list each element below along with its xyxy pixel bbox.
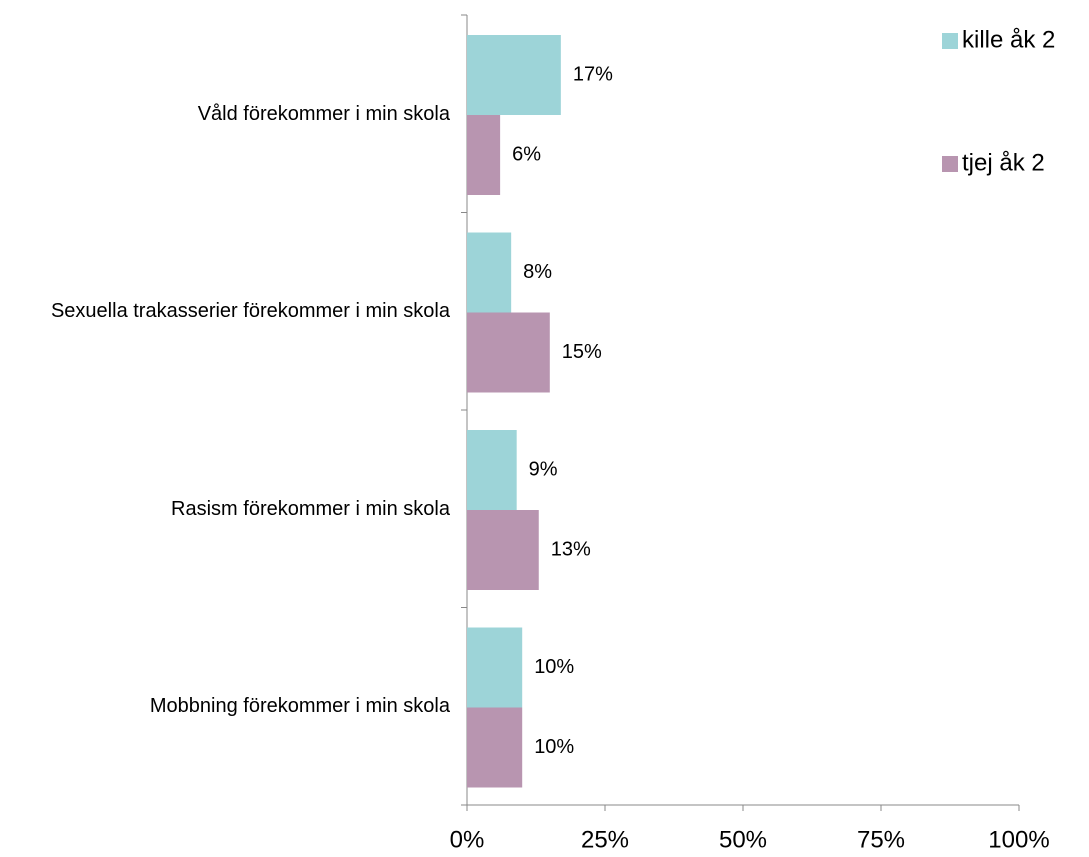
category-label: Rasism förekommer i min skola bbox=[171, 497, 450, 520]
category-label-box: Rasism förekommer i min skola bbox=[0, 410, 450, 608]
legend-label: tjej åk 2 bbox=[962, 149, 1045, 176]
bar bbox=[467, 115, 501, 195]
category-label: Mobbning förekommer i min skola bbox=[149, 695, 450, 718]
bar bbox=[467, 35, 561, 115]
category-label-box: Sexuella trakasserier förekommer i min s… bbox=[0, 213, 450, 411]
category-label: Sexuella trakasserier förekommer i min s… bbox=[50, 300, 450, 323]
value-label: 9% bbox=[529, 458, 558, 480]
bar bbox=[467, 627, 523, 708]
x-tick-label: 50% bbox=[719, 826, 767, 853]
value-label: 6% bbox=[512, 143, 541, 165]
x-tick-label: 75% bbox=[857, 826, 905, 853]
bar bbox=[467, 510, 539, 590]
category-label-box: Mobbning förekommer i min skola bbox=[0, 608, 450, 806]
bar bbox=[467, 430, 517, 510]
value-label: 10% bbox=[534, 656, 574, 678]
category-label: Våld förekommer i min skola bbox=[197, 102, 450, 125]
value-label: 8% bbox=[523, 261, 552, 283]
legend-swatch bbox=[942, 33, 958, 49]
value-label: 15% bbox=[562, 341, 602, 363]
bar bbox=[467, 232, 512, 313]
x-tick-label: 100% bbox=[988, 826, 1049, 853]
bar bbox=[467, 312, 550, 393]
value-label: 13% bbox=[551, 538, 591, 560]
value-label: 17% bbox=[573, 63, 613, 85]
legend-swatch bbox=[942, 156, 958, 172]
value-label: 10% bbox=[534, 736, 574, 758]
x-tick-label: 0% bbox=[450, 826, 485, 853]
x-tick-label: 25% bbox=[581, 826, 629, 853]
category-label-box: Våld förekommer i min skola bbox=[0, 15, 450, 213]
legend-label: kille åk 2 bbox=[962, 26, 1055, 53]
bar bbox=[467, 707, 523, 788]
